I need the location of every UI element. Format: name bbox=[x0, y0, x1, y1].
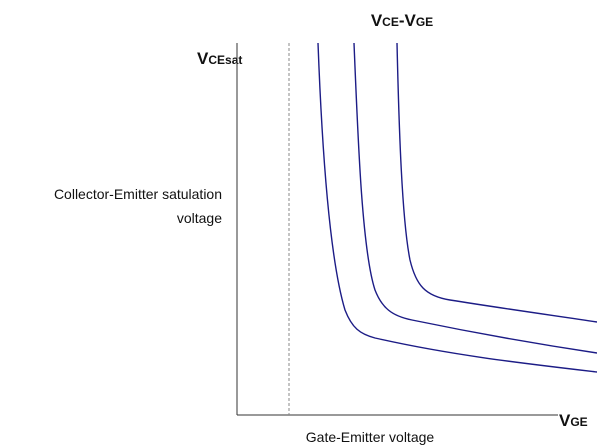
x-sub: GE bbox=[570, 415, 587, 429]
x-v: V bbox=[559, 411, 571, 430]
title: VCE-VGE bbox=[371, 11, 433, 30]
y-description-2: voltage bbox=[177, 210, 222, 226]
y-description-1: Collector-Emitter satulation bbox=[54, 186, 222, 202]
curve-mid bbox=[353, 42, 597, 354]
y-sub: CEsat bbox=[208, 53, 242, 67]
curve-high bbox=[396, 42, 597, 323]
x-description: Gate-Emitter voltage bbox=[306, 429, 435, 445]
title-sub: CE bbox=[382, 15, 399, 29]
y-symbol: VCEsat bbox=[197, 49, 242, 68]
curve-low bbox=[317, 42, 597, 373]
title-v: V bbox=[371, 11, 383, 30]
x-symbol: VGE bbox=[559, 411, 588, 430]
y-v: V bbox=[197, 49, 209, 68]
title-sub2: GE bbox=[416, 15, 433, 29]
title-v2: V bbox=[405, 11, 417, 30]
title-sep: - bbox=[399, 11, 405, 30]
